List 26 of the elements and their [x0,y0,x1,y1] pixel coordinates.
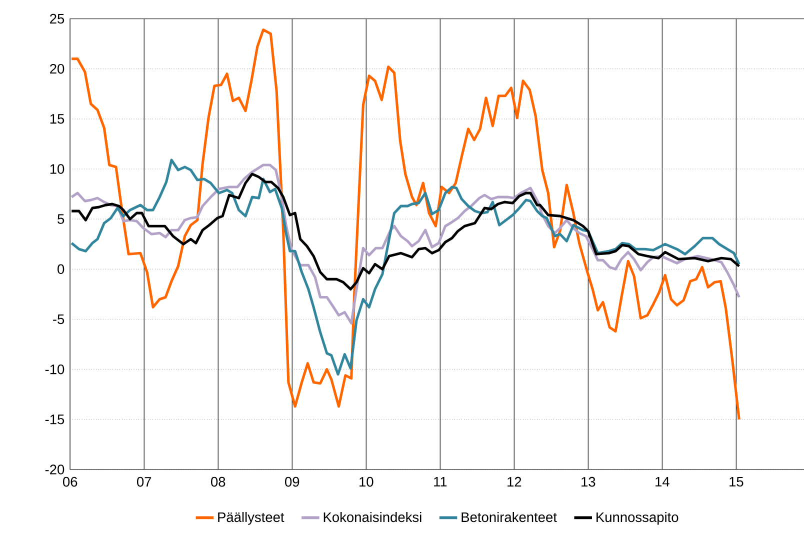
y-tick-label: 5 [58,214,64,224]
x-tick-label: 13 [582,477,596,487]
line-series [70,158,740,376]
x-tick-label: 06 [63,477,78,487]
x-tick-label: 10 [360,477,374,487]
legend-label: Betonirakenteet [462,512,557,522]
legend-label: Kokonaisindeksi [324,512,422,522]
y-tick-label: 25 [50,14,64,24]
line-series [70,28,740,421]
x-tick-label: 09 [285,477,300,487]
y-tick-label: 0 [58,264,64,274]
y-tick-label: -20 [45,464,64,475]
y-tick-label: 15 [50,114,64,124]
x-tick-label: 15 [730,477,744,487]
x-tick-label: 14 [656,477,670,487]
y-tick-label: 10 [50,164,64,174]
x-tick-label: 12 [508,477,522,487]
y-tick-label: -5 [53,314,64,324]
y-tick-label: -10 [45,364,64,374]
x-tick-label: 07 [137,477,152,487]
y-tick-label: -15 [45,414,64,424]
x-tick-label: 08 [211,477,226,487]
x-tick-label: 11 [434,477,447,487]
legend-label: Kunnossapito [596,512,678,525]
legend-label: Päällysteet [218,512,284,525]
y-tick-label: 20 [50,64,64,74]
